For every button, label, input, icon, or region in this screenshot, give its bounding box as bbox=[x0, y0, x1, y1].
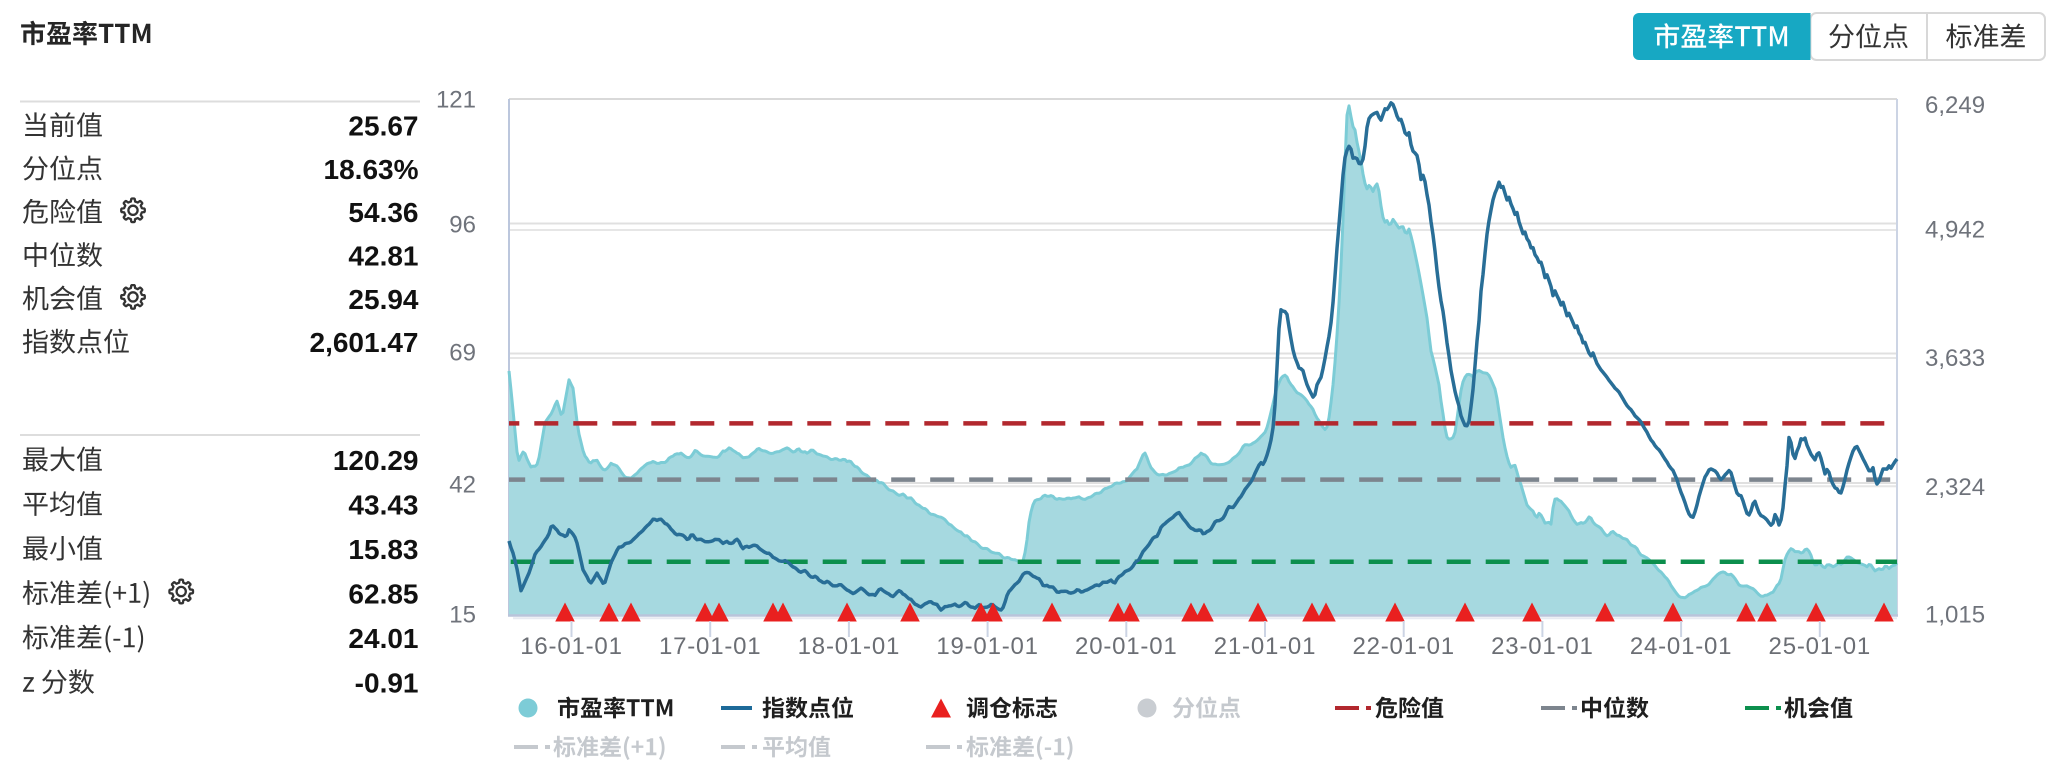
svg-text:3,633: 3,633 bbox=[1925, 345, 1985, 372]
svg-text:18.63%: 18.63% bbox=[324, 154, 419, 185]
svg-text:21-01-01: 21-01-01 bbox=[1214, 633, 1316, 660]
svg-text:1,015: 1,015 bbox=[1925, 602, 1985, 629]
svg-text:17-01-01: 17-01-01 bbox=[659, 633, 761, 660]
svg-text:54.36: 54.36 bbox=[348, 197, 418, 228]
svg-text:42: 42 bbox=[449, 472, 476, 499]
svg-text:24-01-01: 24-01-01 bbox=[1630, 633, 1732, 660]
svg-text:22-01-01: 22-01-01 bbox=[1352, 633, 1454, 660]
svg-text:15: 15 bbox=[449, 602, 476, 629]
svg-text:62.85: 62.85 bbox=[348, 578, 418, 609]
svg-text:69: 69 bbox=[449, 340, 476, 367]
svg-text:15.83: 15.83 bbox=[348, 534, 418, 565]
svg-text:18-01-01: 18-01-01 bbox=[798, 633, 900, 660]
svg-text:2,601.47: 2,601.47 bbox=[310, 327, 419, 358]
svg-text:120.29: 120.29 bbox=[333, 445, 419, 476]
svg-text:25.67: 25.67 bbox=[348, 111, 418, 142]
svg-text:19-01-01: 19-01-01 bbox=[936, 633, 1038, 660]
svg-text:23-01-01: 23-01-01 bbox=[1491, 633, 1593, 660]
svg-text:121: 121 bbox=[436, 87, 476, 114]
svg-text:20-01-01: 20-01-01 bbox=[1075, 633, 1177, 660]
svg-text:4,942: 4,942 bbox=[1925, 217, 1985, 244]
svg-text:16-01-01: 16-01-01 bbox=[520, 633, 622, 660]
svg-text:2,324: 2,324 bbox=[1925, 474, 1985, 501]
svg-text:42.81: 42.81 bbox=[348, 241, 418, 272]
svg-text:25-01-01: 25-01-01 bbox=[1769, 633, 1871, 660]
svg-text:24.01: 24.01 bbox=[348, 623, 418, 654]
svg-text:96: 96 bbox=[449, 212, 476, 239]
svg-text:43.43: 43.43 bbox=[348, 489, 418, 520]
svg-text:-0.91: -0.91 bbox=[355, 667, 419, 698]
svg-text:25.94: 25.94 bbox=[348, 284, 418, 315]
svg-text:6,249: 6,249 bbox=[1925, 92, 1985, 119]
